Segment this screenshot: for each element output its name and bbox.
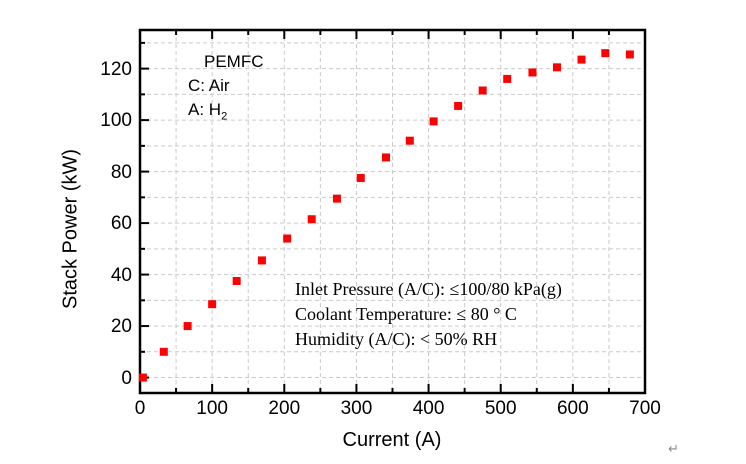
x-tick-label: 400	[412, 398, 445, 419]
data-point	[382, 153, 391, 162]
data-point	[454, 101, 463, 110]
y-tick-label: 40	[110, 264, 132, 286]
y-tick-label: 120	[100, 58, 132, 80]
annotation-line-cathode: C: Air	[188, 76, 230, 95]
y-axis-title: Stack Power (kW)	[59, 148, 82, 310]
data-point	[625, 50, 634, 59]
data-point	[283, 234, 292, 243]
data-point	[429, 117, 438, 126]
data-point	[208, 300, 217, 309]
x-tick-label: 700	[629, 398, 661, 419]
condition-humidity: Humidity (A/C): < 50% RH	[295, 329, 498, 349]
data-point	[552, 63, 561, 72]
data-point	[356, 174, 365, 183]
y-tick-label: 60	[110, 213, 132, 235]
x-tick-label: 500	[484, 398, 517, 419]
paragraph-return-mark: ↵	[668, 442, 679, 457]
stack-info-annotation: PEMFC C: Air A: H2	[188, 50, 264, 128]
x-tick-label: 100	[196, 398, 228, 419]
condition-inlet-pressure: Inlet Pressure (A/C): ≤100/80 kPa(g)	[295, 279, 562, 299]
data-point	[257, 256, 266, 265]
x-tick-label: 300	[340, 398, 373, 419]
data-point	[601, 49, 610, 58]
y-tick-label: 80	[110, 161, 132, 183]
data-point	[405, 136, 414, 145]
y-tick-label: 100	[100, 110, 132, 132]
data-point	[478, 86, 487, 95]
data-point	[577, 55, 586, 64]
x-tick-label: 0	[134, 398, 146, 419]
y-tick-label: 20	[110, 316, 132, 338]
x-tick-label: 600	[556, 398, 589, 419]
annotation-line-pemfc: PEMFC	[204, 52, 264, 71]
data-point	[503, 74, 512, 83]
plot-frame	[138, 28, 647, 395]
data-point	[528, 68, 537, 77]
operating-conditions-annotation: Inlet Pressure (A/C): ≤100/80 kPa(g) Coo…	[295, 277, 562, 352]
x-axis-title: Current (A)	[342, 429, 442, 451]
y-tick-label: 0	[121, 367, 132, 389]
data-point	[232, 277, 241, 286]
data-point	[307, 215, 316, 224]
data-point	[159, 347, 168, 356]
hydrogen-subscript: 2	[221, 110, 228, 123]
data-point	[138, 373, 147, 382]
data-point	[332, 194, 341, 203]
x-tick-label: 200	[268, 398, 301, 419]
condition-coolant-temperature: Coolant Temperature: ≤ 80 ° C	[295, 304, 517, 324]
annotation-line-anode: A: H2	[188, 100, 228, 123]
data-point	[183, 322, 192, 331]
